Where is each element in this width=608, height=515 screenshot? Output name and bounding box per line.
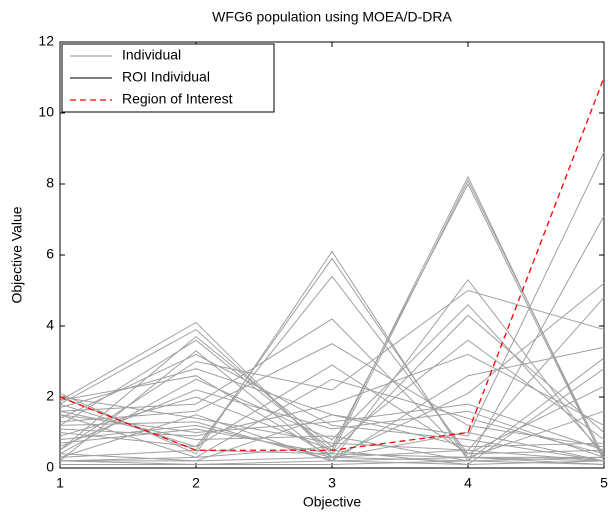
x-tick-label: 4 — [464, 475, 472, 491]
data-line — [59, 77, 605, 451]
data-line — [59, 357, 605, 462]
data-line — [59, 275, 605, 455]
legend-label: Individual — [122, 47, 181, 63]
legend-label: ROI Individual — [122, 69, 210, 85]
data-line — [59, 318, 605, 465]
x-axis-label: Objective — [303, 494, 362, 510]
data-line — [60, 460, 605, 465]
data-line — [59, 336, 605, 451]
data-line — [59, 364, 605, 455]
y-tick-label: 10 — [38, 104, 54, 120]
y-tick-label: 4 — [46, 317, 54, 333]
y-tick-label: 8 — [46, 175, 54, 191]
x-tick-label: 2 — [192, 475, 200, 491]
y-tick-label: 2 — [46, 388, 54, 404]
y-axis-label: Objective Value — [9, 206, 25, 303]
data-line — [59, 353, 605, 462]
y-tick-label: 12 — [38, 33, 54, 49]
y-tick-label: 6 — [46, 246, 54, 262]
x-tick-label: 3 — [328, 475, 336, 491]
chart-title: WFG6 population using MOEA/D-DRA — [212, 9, 452, 25]
x-tick-label: 5 — [600, 475, 608, 491]
data-line — [59, 328, 604, 458]
data-line — [59, 460, 605, 465]
data-line — [59, 289, 605, 451]
data-line — [59, 297, 605, 451]
x-tick-label: 1 — [56, 475, 64, 491]
data-line — [59, 403, 605, 451]
data-line — [59, 215, 605, 462]
y-tick-label: 0 — [46, 459, 54, 475]
legend-label: Region of Interest — [122, 91, 233, 107]
data-line — [59, 414, 605, 462]
data-line — [59, 314, 605, 455]
